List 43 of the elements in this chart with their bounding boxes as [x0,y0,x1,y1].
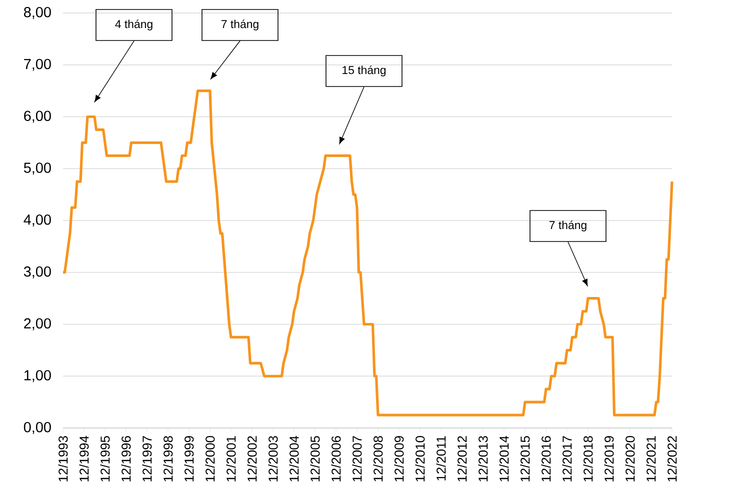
x-tick-label: 12/2011 [436,436,446,480]
y-tick-label: 8,00 [24,7,51,19]
x-tick-label: 12/2020 [625,436,635,482]
annotation: 4 tháng [115,20,152,30]
x-tick-label: 12/2022 [667,436,677,482]
x-tick-label: 12/2001 [226,436,236,482]
x-tick-label: 12/2006 [331,436,341,482]
x-tick-label: 12/2012 [457,436,467,482]
x-tick-label: 12/2019 [604,436,614,482]
x-tick-label: 12/2005 [310,436,320,482]
y-tick-label: 4,00 [24,214,51,226]
y-tick-label: 5,00 [24,162,51,175]
y-tick-label: 7,00 [24,58,51,71]
x-tick-label: 12/2016 [541,436,551,482]
annotation: 7 tháng [221,20,258,30]
x-tick-label: 12/2014 [499,436,509,482]
x-tick-label: 12/2003 [268,436,278,482]
x-tick-label: 12/2017 [562,436,572,482]
x-tick-label: 12/2015 [520,436,530,482]
x-tick-label: 12/2013 [478,436,488,482]
x-tick-label: 12/2009 [394,436,404,482]
x-tick-label: 12/2000 [205,436,215,482]
y-tick-label: 2,00 [24,318,51,330]
x-tick-label: 12/2021 [646,436,656,482]
x-tick-label: 12/2007 [352,436,362,482]
y-tick-label: 6,00 [24,110,51,123]
annotation: 7 tháng [549,220,586,232]
x-tick-label: 12/1996 [121,436,131,482]
x-tick-label: 12/1997 [142,436,152,482]
x-tick-label: 12/2018 [583,436,593,482]
x-tick-label: 12/2008 [373,436,383,482]
x-tick-label: 12/1998 [163,436,173,482]
x-tick-label: 12/1993 [58,436,68,482]
y-tick-label: 1,00 [24,370,51,382]
x-tick-label: 12/1999 [184,436,194,482]
x-tick-label: 12/2010 [415,436,425,482]
x-tick-label: 12/1995 [100,436,110,482]
x-tick-label: 12/2004 [289,436,299,482]
y-tick-label: 0,00 [24,422,51,434]
x-tick-label: 12/1994 [79,436,89,482]
y-tick-label: 3,00 [24,266,51,278]
annotation: 15 tháng [342,66,386,76]
x-tick-label: 12/2002 [247,436,257,482]
